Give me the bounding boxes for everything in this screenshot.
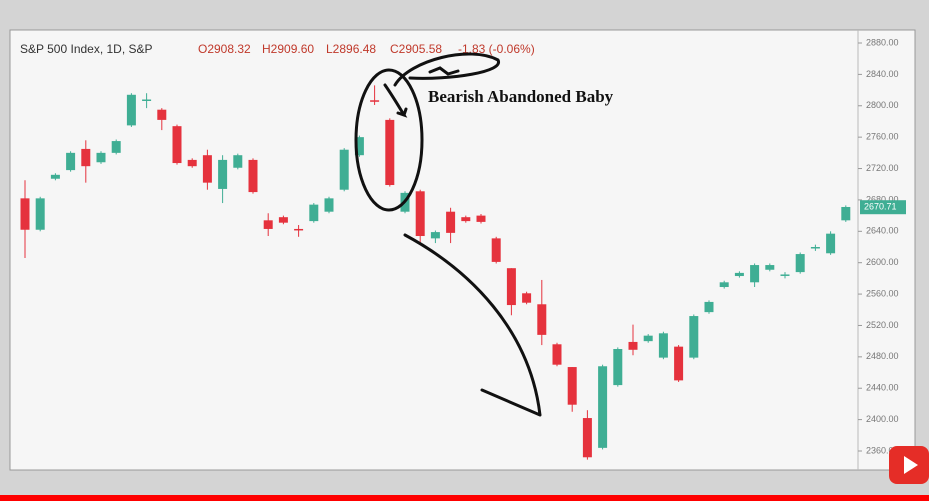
candle-body xyxy=(218,159,228,189)
candle-body xyxy=(446,211,456,233)
last-price-tag xyxy=(860,200,906,215)
candle-body xyxy=(202,155,212,183)
candle-body xyxy=(780,274,790,276)
y-tick-label: 2600.00 xyxy=(866,257,899,267)
candle-body xyxy=(826,233,836,254)
candle-body xyxy=(689,316,699,358)
candle-body xyxy=(385,119,395,186)
ohlc-high: H2909.60 xyxy=(262,42,314,56)
candle-body xyxy=(841,206,851,221)
candle-body xyxy=(628,341,638,350)
candle-body xyxy=(248,159,258,193)
candle-body xyxy=(598,366,608,448)
candle-body xyxy=(750,265,760,283)
ohlc-low: L2896.48 xyxy=(326,42,376,56)
annotation: Bearish Abandoned Baby xyxy=(428,87,614,106)
candle-body xyxy=(81,148,91,167)
candle-body xyxy=(172,126,182,164)
y-tick-label: 2760.00 xyxy=(866,132,899,142)
candle-body xyxy=(567,367,577,405)
candle-body xyxy=(339,149,349,190)
hand-drawing xyxy=(354,52,542,417)
small-arrow xyxy=(383,83,408,118)
candle-body xyxy=(658,333,668,358)
candle-body xyxy=(324,198,334,212)
candle-body xyxy=(309,204,319,222)
candle-body xyxy=(370,100,380,102)
y-tick-label: 2840.00 xyxy=(866,69,899,79)
candle-body xyxy=(522,293,532,303)
circle-annotation xyxy=(354,68,424,212)
y-tick-label: 2480.00 xyxy=(866,351,899,361)
candle-body xyxy=(142,99,152,101)
candle-body xyxy=(613,349,623,386)
candle-body xyxy=(50,174,60,179)
candle-body xyxy=(765,265,775,270)
down-arrow xyxy=(403,233,542,417)
candle-body xyxy=(233,155,243,168)
y-tick-label: 2560.00 xyxy=(866,288,899,298)
ohlc-close: C2905.58 xyxy=(390,42,442,56)
candle-body xyxy=(674,346,684,381)
candle-body xyxy=(795,254,805,273)
candle-body xyxy=(552,344,562,365)
scribble xyxy=(393,52,500,87)
candle-body xyxy=(263,220,273,229)
candle-body xyxy=(157,109,167,120)
last-price-label: 2670.71 xyxy=(864,202,897,212)
candle-body xyxy=(734,272,744,277)
candle-body xyxy=(476,215,486,222)
candle-body xyxy=(354,137,364,156)
candle-body xyxy=(126,94,136,126)
candle-body xyxy=(810,247,820,249)
candle-body xyxy=(643,335,653,342)
y-tick-label: 2400.00 xyxy=(866,414,899,424)
candle-body xyxy=(415,191,425,237)
ohlc-open: O2908.32 xyxy=(198,42,251,56)
candle-body xyxy=(430,232,440,239)
candle-body xyxy=(491,238,501,262)
progress-bar[interactable] xyxy=(0,495,929,501)
y-tick-label: 2880.00 xyxy=(866,37,899,47)
candle-body xyxy=(461,217,471,222)
y-tick-label: 2640.00 xyxy=(866,226,899,236)
candle-body xyxy=(719,282,729,288)
y-tick-label: 2520.00 xyxy=(866,320,899,330)
chart-title: S&P 500 Index, 1D, S&P xyxy=(20,42,153,56)
y-tick-label: 2720.00 xyxy=(866,163,899,173)
y-tick-label: 2360.00 xyxy=(866,445,899,455)
candle-body xyxy=(278,217,288,223)
candle-body xyxy=(704,301,714,313)
youtube-play xyxy=(904,456,918,474)
y-tick-label: 2440.00 xyxy=(866,383,899,393)
y-tick-label: 2800.00 xyxy=(866,100,899,110)
chart-panel xyxy=(9,29,916,471)
ohlc-change: -1.83 (-0.06%) xyxy=(458,42,535,56)
candle-body xyxy=(35,198,45,230)
candle-body xyxy=(187,159,197,167)
candle-body xyxy=(537,304,547,335)
candle-body xyxy=(66,152,76,171)
y-tick-label: 2680.00 xyxy=(866,194,899,204)
candle-body xyxy=(20,198,30,230)
candle-body xyxy=(506,268,516,306)
candle-body xyxy=(294,228,304,231)
candle-body xyxy=(96,152,106,163)
candle-body xyxy=(111,141,121,153)
candle-body xyxy=(582,418,592,458)
